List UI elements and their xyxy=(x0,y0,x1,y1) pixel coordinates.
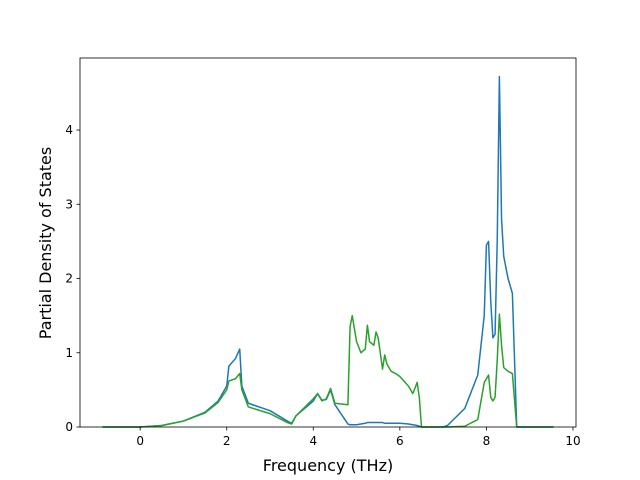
x-tick-label: 4 xyxy=(309,434,317,448)
y-tick-label: 0 xyxy=(65,420,73,434)
x-tick-label: 8 xyxy=(483,434,491,448)
x-tick-label: 6 xyxy=(396,434,404,448)
x-tick-label: 0 xyxy=(136,434,144,448)
y-tick-label: 4 xyxy=(65,123,73,137)
y-axis-label: Partial Density of States xyxy=(36,147,55,339)
x-tick-label: 10 xyxy=(565,434,580,448)
y-tick-label: 3 xyxy=(65,197,73,211)
data-line xyxy=(102,75,554,428)
plot-frame xyxy=(79,57,577,428)
y-tick-label: 1 xyxy=(65,346,73,360)
y-tick-label: 2 xyxy=(65,272,73,286)
data-line xyxy=(102,313,554,428)
x-tick-label: 2 xyxy=(223,434,231,448)
x-axis-label: Frequency (THz) xyxy=(263,456,393,475)
